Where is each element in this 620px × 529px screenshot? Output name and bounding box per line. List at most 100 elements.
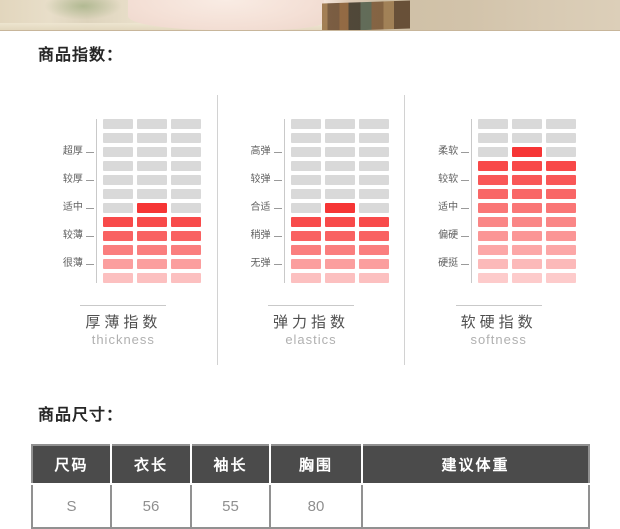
level-bar [102,231,133,241]
level-bar [170,259,201,269]
softness-level-bars [478,119,577,283]
level-bar [102,245,133,255]
size-table: 尺码 衣长 袖长 胸围 建议体重 S 56 55 80 [31,444,590,529]
scale-tick-label: 超厚 [63,146,94,158]
level-bar [358,175,389,185]
table-header-cell: 胸围 [270,445,363,485]
product-photo-strip [0,0,620,31]
elastics-scale-labels: 高弹 较弹 合适 稍弹 无弹 [234,119,282,283]
level-bar [512,259,543,269]
level-bar [358,119,389,129]
chart-elastics: 高弹 较弹 合适 稍弹 无弹 弹力指数 elastics [216,95,405,365]
level-bar [290,231,321,241]
elastics-level-bars [290,119,389,283]
table-header-cell: 尺码 [32,445,112,485]
level-bar [358,203,389,213]
level-bar [170,189,201,199]
level-bar [136,189,167,199]
scale-tick-label: 硬挺 [438,258,470,270]
tick-dash [85,207,94,209]
level-bar [358,231,389,241]
tick-dash [461,207,470,209]
level-bar [478,273,509,283]
level-bar [546,231,577,241]
level-bar [512,203,543,213]
title-rule [268,305,354,306]
chart-softness: 柔软 较软 适中 偏硬 硬挺 软硬指数 softness [404,95,592,365]
level-bar [512,245,543,255]
level-bar [136,259,167,269]
level-bar [512,133,543,143]
level-bar [102,189,133,199]
level-bar [546,119,577,129]
level-bar [136,203,167,213]
tick-dash [85,179,94,181]
level-bar [290,217,321,227]
level-bar [324,273,355,283]
tick-dash [85,263,94,265]
level-bar [136,231,167,241]
tick-dash [461,151,470,153]
level-bar [324,245,355,255]
tick-dash [461,179,470,181]
level-bar [290,119,321,129]
level-bar [546,147,577,157]
tick-dash [85,235,94,237]
chart-title-cn: 厚薄指数 [85,314,162,331]
axis-line [283,119,285,283]
table-cell: S [32,484,112,528]
level-bar [170,245,201,255]
tick-dash [273,263,282,265]
level-bar [358,161,389,171]
level-bar [546,245,577,255]
chart-title-cn: 软硬指数 [460,314,537,331]
level-bar [324,133,355,143]
level-bar [290,175,321,185]
table-cell: 55 [191,484,271,528]
tick-dash [461,263,470,265]
level-bar [478,161,509,171]
level-bar [102,203,133,213]
scale-tick-label: 合适 [251,202,282,214]
level-bar [512,147,543,157]
thickness-level-bars [102,119,201,283]
level-bar [358,217,389,227]
level-bar [512,175,543,185]
product-index-heading: 商品指数： [38,47,124,64]
title-rule [455,305,542,306]
thickness-scale-labels: 超厚 较厚 适中 较薄 很薄 [46,119,94,283]
scale-tick-label: 适中 [63,202,94,214]
title-rule [80,305,167,306]
table-header-cell: 建议体重 [362,445,590,485]
table-cell [362,484,589,528]
fabric-photo-fragment [128,0,324,30]
scale-tick-label: 很薄 [63,258,94,270]
level-bar [170,175,201,185]
level-bar [290,245,321,255]
level-bar [546,133,577,143]
level-bar [102,259,133,269]
level-bar [102,147,133,157]
scale-tick-label: 无弹 [251,258,282,270]
level-bar [546,273,577,283]
level-bar [102,217,133,227]
tick-dash [461,235,470,237]
level-bar [478,147,509,157]
level-bar [324,119,355,129]
level-bar [102,161,133,171]
level-bar [512,217,543,227]
level-bar [478,231,509,241]
tick-dash [273,179,282,181]
level-bar [136,133,167,143]
plant-photo-fragment [44,0,122,20]
product-size-heading: 商品尺寸： [38,407,124,424]
level-bar [478,189,509,199]
chart-title-en: thickness [91,332,155,347]
level-bar [324,147,355,157]
level-bar [512,231,543,241]
level-bar [136,245,167,255]
level-bar [290,259,321,269]
level-bar [478,119,509,129]
tick-dash [273,207,282,209]
level-bar [512,189,543,199]
